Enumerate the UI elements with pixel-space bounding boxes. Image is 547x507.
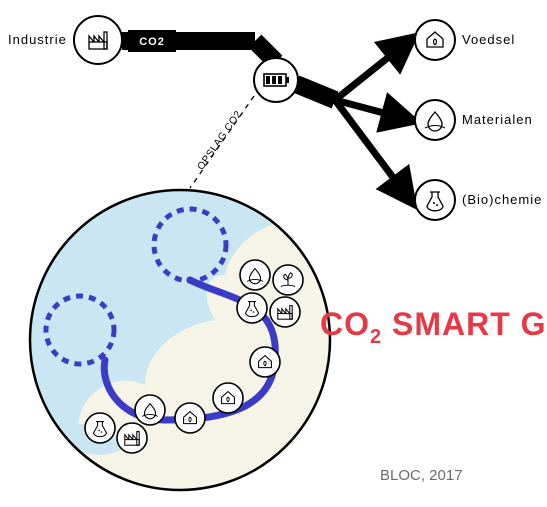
title: CO2 SMART GRID [320,306,547,348]
label-materialen: Materialen [462,112,533,127]
node-biochemie [415,180,455,220]
credit: BLOC, 2017 [380,467,463,484]
label-industrie: Industrie [8,32,67,47]
label-voedsel: Voedsel [462,32,515,47]
map-node-factory [270,297,300,327]
map-node-flask [237,293,267,323]
label-opslag: OPSLAG CO2 [196,109,245,172]
node-materialen [415,100,455,140]
co2-label: CO2 [139,36,165,48]
co2-tag: CO2 [128,30,176,52]
map-node-plant [273,265,303,295]
map-node-home [175,403,205,433]
node-industrie [74,16,122,64]
map-node-factory [117,423,147,453]
map-node-home [213,383,243,413]
map-node-drop [135,395,165,425]
map-node-home [250,347,280,377]
node-voedsel [415,20,455,60]
map-node-flask [85,413,115,443]
node-battery [254,58,298,102]
map [30,190,340,500]
label-biochemie: (Bio)chemie [462,192,542,207]
map-node-drop [240,260,270,290]
